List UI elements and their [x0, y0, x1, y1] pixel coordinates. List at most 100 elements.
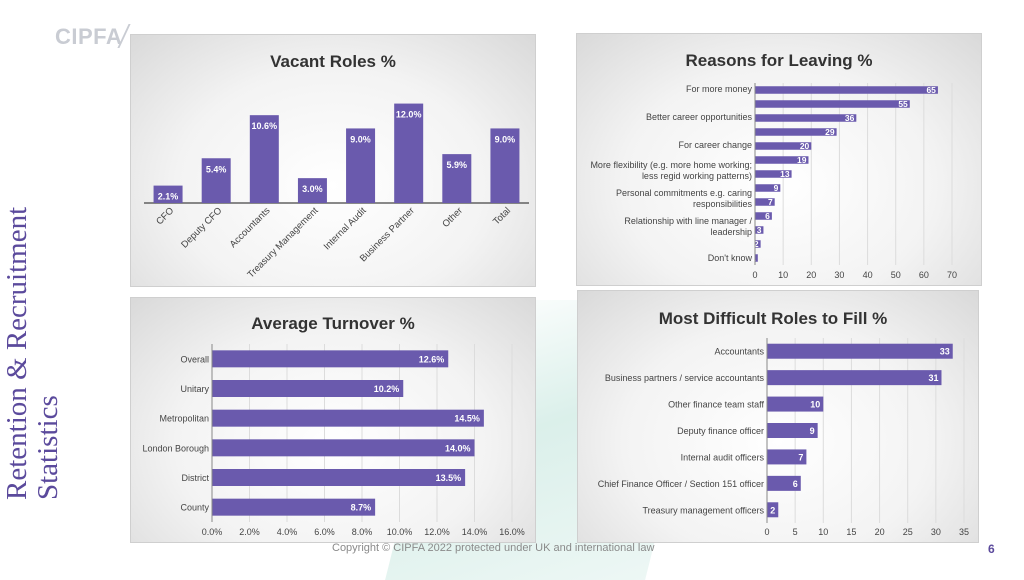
x-tick-label: 30	[834, 270, 844, 280]
category-label: County	[180, 503, 209, 513]
page-number: 6	[988, 542, 995, 556]
bar	[201, 158, 231, 203]
data-label: 33	[940, 347, 950, 357]
chart-title: Reasons for Leaving %	[685, 51, 872, 70]
data-label: 36	[845, 113, 855, 123]
x-tick-label: 20	[875, 527, 885, 537]
bar	[212, 380, 404, 397]
category-label: Overall	[180, 354, 209, 364]
bar	[767, 396, 824, 412]
bar	[212, 498, 376, 516]
data-label: 10	[810, 400, 820, 410]
data-label: 5.4%	[206, 164, 227, 174]
bar	[212, 469, 466, 486]
x-tick-label: 0	[752, 270, 757, 280]
data-label: 5.9%	[447, 160, 468, 170]
data-label: 7	[798, 452, 803, 462]
data-label: 2.1%	[158, 192, 179, 202]
category-label-line: leadership	[710, 227, 752, 237]
category-label: Deputy CFO	[179, 205, 224, 250]
category-label: Other	[440, 205, 465, 230]
category-label-line: less regid working patterns)	[642, 171, 752, 181]
side-title: Retention & Recruitment Statistics	[1, 160, 72, 500]
category-label: Metropolitan	[159, 414, 209, 424]
data-label: 9	[810, 426, 815, 436]
data-label: 8.7%	[351, 503, 372, 513]
x-tick-label: 10.0%	[387, 527, 413, 537]
bar	[767, 475, 801, 491]
chart-difficult-roles: Most Difficult Roles to Fill % 0 5 10 15 20 25…	[577, 290, 979, 543]
bar	[767, 370, 942, 386]
bar	[755, 156, 809, 164]
bar	[755, 142, 812, 150]
category-label: Other finance team staff	[668, 400, 764, 410]
x-tick-label: 16.0%	[499, 527, 525, 537]
difficult-roles-svg: Most Difficult Roles to Fill % 0 5 10 15 20 25…	[598, 309, 969, 537]
copyright-footer: Copyright © CIPFA 2022 protected under U…	[332, 542, 655, 554]
data-label: 14.0%	[445, 443, 471, 453]
x-tick-label: 70	[947, 270, 957, 280]
data-label: 65	[926, 85, 936, 95]
category-label: Unitary	[180, 384, 209, 394]
category-label: CFO	[154, 205, 176, 227]
cipfa-logo: CIPFA	[55, 24, 123, 49]
category-label: Accountants	[714, 347, 764, 357]
data-label: 9.0%	[350, 134, 371, 144]
category-label: Internal Audit	[322, 205, 369, 252]
bar	[767, 343, 953, 359]
data-label: 13.5%	[436, 473, 462, 483]
bar	[212, 439, 475, 457]
category-label-line: More flexibility (e.g. more home working…	[590, 160, 752, 170]
x-tick-label: 8.0%	[352, 527, 373, 537]
x-tick-label: 0.0%	[202, 527, 223, 537]
category-label: For career change	[678, 140, 752, 150]
category-label: Internal audit officers	[681, 452, 765, 462]
chart-title: Vacant Roles %	[270, 52, 396, 71]
chart-reasons-leaving: Reasons for Leaving % 0 10 20 30 40 50 60 70 65 55…	[576, 33, 982, 286]
category-label: Deputy finance officer	[677, 426, 764, 436]
data-label: 55	[898, 99, 908, 109]
side-title-line-1: Retention & Recruitment	[1, 206, 33, 500]
data-label: 12.6%	[419, 354, 445, 364]
category-label: Total	[491, 205, 513, 227]
category-label: For more money	[686, 84, 753, 94]
category-label: Better career opportunities	[646, 112, 753, 122]
bar	[755, 212, 772, 220]
category-label: London Borough	[142, 443, 209, 453]
data-label: 6	[765, 211, 770, 221]
bar	[394, 103, 424, 203]
x-tick-label: 14.0%	[462, 527, 488, 537]
data-label: 2	[754, 239, 759, 249]
data-label: 2	[770, 505, 775, 515]
x-tick-label: 35	[959, 527, 969, 537]
bar	[346, 128, 376, 203]
x-tick-label: 40	[863, 270, 873, 280]
bar	[755, 114, 857, 122]
data-label: 7	[768, 197, 773, 207]
data-label: 29	[825, 127, 835, 137]
bar	[767, 502, 779, 518]
x-tick-label: 12.0%	[424, 527, 450, 537]
x-tick-label: 5	[793, 527, 798, 537]
bar	[755, 254, 758, 262]
bar	[153, 185, 183, 203]
bar	[212, 409, 484, 427]
x-tick-label: 30	[931, 527, 941, 537]
x-tick-label: 10	[818, 527, 828, 537]
data-label: 9	[774, 183, 779, 193]
chart-vacant-roles: Vacant Roles % 2.1% CFO 5.4% Deputy CFO 10.6%…	[130, 34, 536, 287]
data-label: 3.0%	[302, 184, 323, 194]
bar	[442, 154, 472, 203]
bar	[249, 115, 279, 203]
x-tick-label: 4.0%	[277, 527, 298, 537]
bar	[490, 128, 520, 203]
x-tick-label: 60	[919, 270, 929, 280]
bar	[755, 198, 775, 206]
x-tick-label: 10	[778, 270, 788, 280]
data-label: 31	[928, 373, 938, 383]
bar	[755, 128, 837, 136]
category-label: More flexibility (e.g. more home working…	[590, 160, 752, 181]
category-label: District	[182, 473, 210, 483]
bar	[755, 184, 781, 192]
category-label: Treasury management officers	[642, 505, 764, 515]
